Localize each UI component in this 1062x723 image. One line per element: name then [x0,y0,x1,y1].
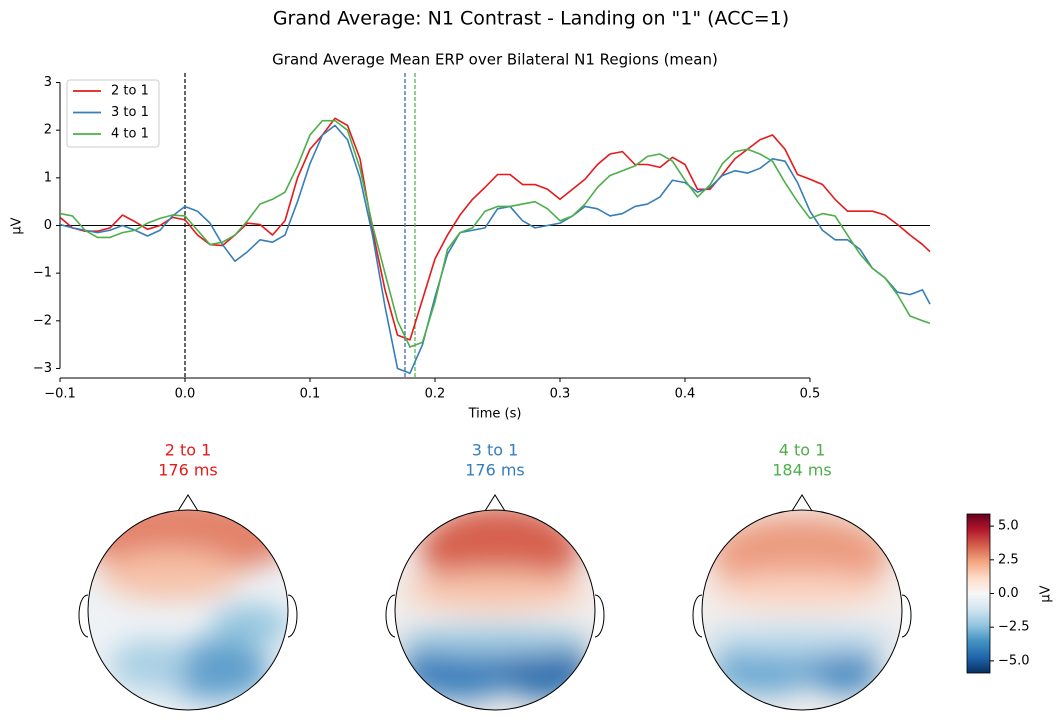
plot-area [60,117,931,375]
x-axis-label: Time (s) [468,407,522,422]
topomap-time: 184 ms [772,461,832,480]
x-tick-label: 0.3 [550,387,571,402]
colorbar-label: µV [1039,585,1054,602]
legend-label: 3 to 1 [111,105,149,120]
colorbar [966,513,991,674]
legend-label: 4 to 1 [111,127,149,142]
legend-box [66,79,160,148]
figure-title: Grand Average: N1 Contrast - Landing on … [273,8,789,30]
colorbar-tick-label: 5.0 [998,519,1019,534]
y-tick-label: −2 [33,313,52,328]
y-tick-label: −3 [33,361,52,376]
series-line [60,124,931,375]
series-line [60,117,931,341]
x-tick-label: 0.1 [300,387,321,402]
topomap-title: 4 to 1 [779,441,826,460]
topomap-head [78,494,912,711]
colorbar-tick-label: 2.5 [998,552,1019,567]
x-tick-label: −0.1 [44,387,76,402]
x-tick-label: 0.2 [425,387,446,402]
colorbar-tick-label: 0.0 [998,586,1019,601]
y-tick-label: 2 [44,123,52,138]
y-tick-label: −1 [33,266,52,281]
colorbar-tick-label: −5.0 [998,653,1030,668]
topomap-time: 176 ms [465,461,525,480]
topomap-title: 3 to 1 [472,441,519,460]
y-axis-label: µV [10,217,25,234]
y-tick-label: 0 [44,218,52,233]
topomap-title: 2 to 1 [165,441,212,460]
colorbar-tick-label: −2.5 [998,620,1030,635]
chart-title: Grand Average Mean ERP over Bilateral N1… [272,51,718,69]
y-tick-label: 3 [44,75,52,90]
legend-label: 2 to 1 [111,84,149,99]
x-tick-label: 0.0 [175,387,196,402]
y-tick-label: 1 [44,170,52,185]
series-line [60,119,931,348]
x-tick-label: 0.4 [675,387,696,402]
topomap-time: 176 ms [158,461,218,480]
x-tick-label: 0.5 [800,387,821,402]
